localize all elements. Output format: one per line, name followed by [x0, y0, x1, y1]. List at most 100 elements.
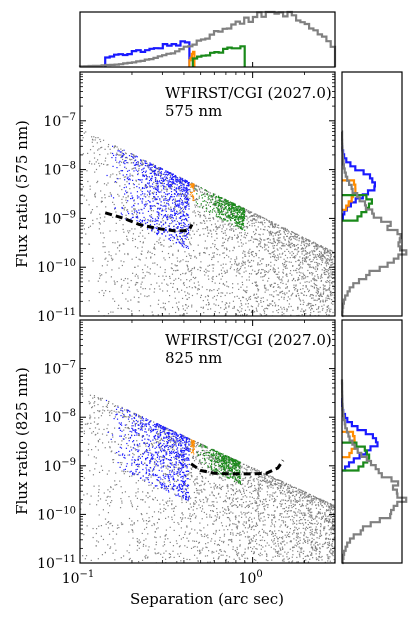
scatter-point-green	[219, 206, 222, 208]
scatter-point-gray	[180, 538, 182, 540]
scatter-point-gray	[111, 259, 113, 261]
scatter-point-gray	[330, 295, 332, 297]
scatter-point-gray	[142, 452, 144, 455]
scatter-point-gray	[276, 243, 279, 245]
scatter-point-gray	[211, 236, 213, 238]
scatter-point-gray	[264, 274, 266, 276]
scatter-point-gray	[153, 254, 156, 256]
scatter-point-gray	[114, 181, 116, 183]
scatter-point-gray	[235, 256, 238, 258]
scatter-point-gray	[136, 289, 138, 291]
scatter-point-gray	[271, 223, 273, 225]
scatter-point-gray	[184, 517, 186, 519]
scatter-point-gray	[205, 535, 208, 537]
scatter-point-blue	[114, 181, 117, 183]
scatter-point-gray	[114, 145, 116, 148]
scatter-point-blue	[175, 234, 177, 236]
scatter-point-gray	[154, 248, 156, 250]
scatter-point-green	[219, 204, 221, 206]
scatter-point-gray	[97, 500, 99, 502]
scatter-point-blue	[144, 161, 146, 163]
scatter-point-gray	[329, 257, 331, 259]
scatter-point-gray	[214, 310, 216, 313]
scatter-point-gray	[287, 232, 289, 235]
scatter-point-gray	[242, 289, 245, 291]
scatter-point-gray	[168, 275, 171, 278]
scatter-point-orange	[190, 186, 192, 188]
scatter-point-gray	[118, 267, 120, 269]
scatter-point-blue	[134, 159, 137, 161]
scatter-point-green	[217, 210, 219, 212]
scatter-point-gray	[88, 204, 90, 206]
scatter-point-gray	[229, 250, 231, 252]
scatter-point-gray	[267, 250, 269, 252]
scatter-point-gray	[104, 246, 106, 248]
scatter-point-gray	[269, 475, 271, 477]
scatter-point-blue	[182, 211, 184, 213]
scatter-point-gray	[192, 250, 195, 252]
scatter-point-gray	[189, 188, 191, 191]
scatter-point-blue	[133, 170, 135, 172]
scatter-point-gray	[154, 458, 156, 460]
scatter-point-gray	[302, 241, 305, 243]
scatter-point-gray	[234, 466, 236, 468]
scatter-point-blue	[112, 154, 115, 157]
scatter-point-green	[226, 203, 228, 205]
scatter-point-gray	[92, 139, 94, 141]
scatter-point-gray	[220, 455, 222, 457]
scatter-point-gray	[180, 211, 182, 213]
scatter-point-gray	[274, 270, 276, 273]
scatter-point-gray	[278, 555, 280, 557]
scatter-point-blue	[167, 180, 169, 182]
scatter-point-green	[235, 219, 237, 221]
scatter-point-gray	[194, 188, 196, 190]
scatter-point-gray	[154, 273, 156, 275]
scatter-point-gray	[234, 263, 236, 265]
scatter-point-gray	[254, 233, 256, 236]
scatter-point-gray	[99, 275, 101, 277]
scatter-point-gray	[268, 252, 270, 255]
scatter-point-gray	[269, 226, 271, 228]
scatter-point-gray	[243, 236, 245, 238]
scatter-point-gray	[173, 279, 175, 282]
scatter-point-gray	[320, 280, 322, 282]
scatter-point-blue	[186, 189, 188, 191]
scatter-point-gray	[225, 234, 227, 237]
y-tick-label: 10−8	[43, 161, 76, 179]
scatter-point-blue	[186, 233, 188, 235]
scatter-point-gray	[159, 482, 161, 484]
scatter-point-gray	[255, 510, 257, 512]
scatter-point-gray	[164, 308, 166, 310]
scatter-point-gray	[268, 514, 270, 516]
scatter-point-gray	[324, 262, 326, 264]
scatter-point-gray	[193, 491, 195, 494]
scatter-point-gray	[134, 208, 136, 210]
scatter-point-gray	[292, 489, 294, 491]
scatter-point-gray	[201, 475, 203, 477]
scatter-point-blue	[137, 217, 139, 219]
scatter-point-gray	[226, 271, 229, 273]
scatter-point-green	[235, 222, 237, 224]
scatter-point-gray	[327, 269, 329, 271]
scatter-point-blue	[145, 170, 147, 172]
scatter-point-green	[199, 206, 201, 208]
scatter-point-gray	[176, 288, 179, 290]
scatter-point-gray	[255, 307, 257, 309]
scatter-point-blue	[138, 187, 140, 189]
scatter-point-gray	[135, 482, 137, 484]
scatter-point-gray	[186, 264, 188, 266]
scatter-point-gray	[326, 501, 328, 503]
scatter-point-green	[196, 203, 199, 205]
scatter-point-gray	[238, 272, 240, 274]
scatter-point-gray	[278, 308, 280, 311]
scatter-point-blue	[149, 193, 151, 195]
scatter-point-blue	[140, 162, 142, 164]
scatter-point-gray	[238, 311, 241, 313]
scatter-point-green	[212, 195, 214, 197]
scatter-point-gray	[266, 244, 268, 246]
scatter-point-green	[240, 223, 242, 225]
scatter-point-gray	[278, 231, 280, 233]
scatter-point-blue	[175, 187, 178, 189]
scatter-point-gray	[135, 281, 137, 284]
scatter-point-blue	[149, 172, 151, 175]
